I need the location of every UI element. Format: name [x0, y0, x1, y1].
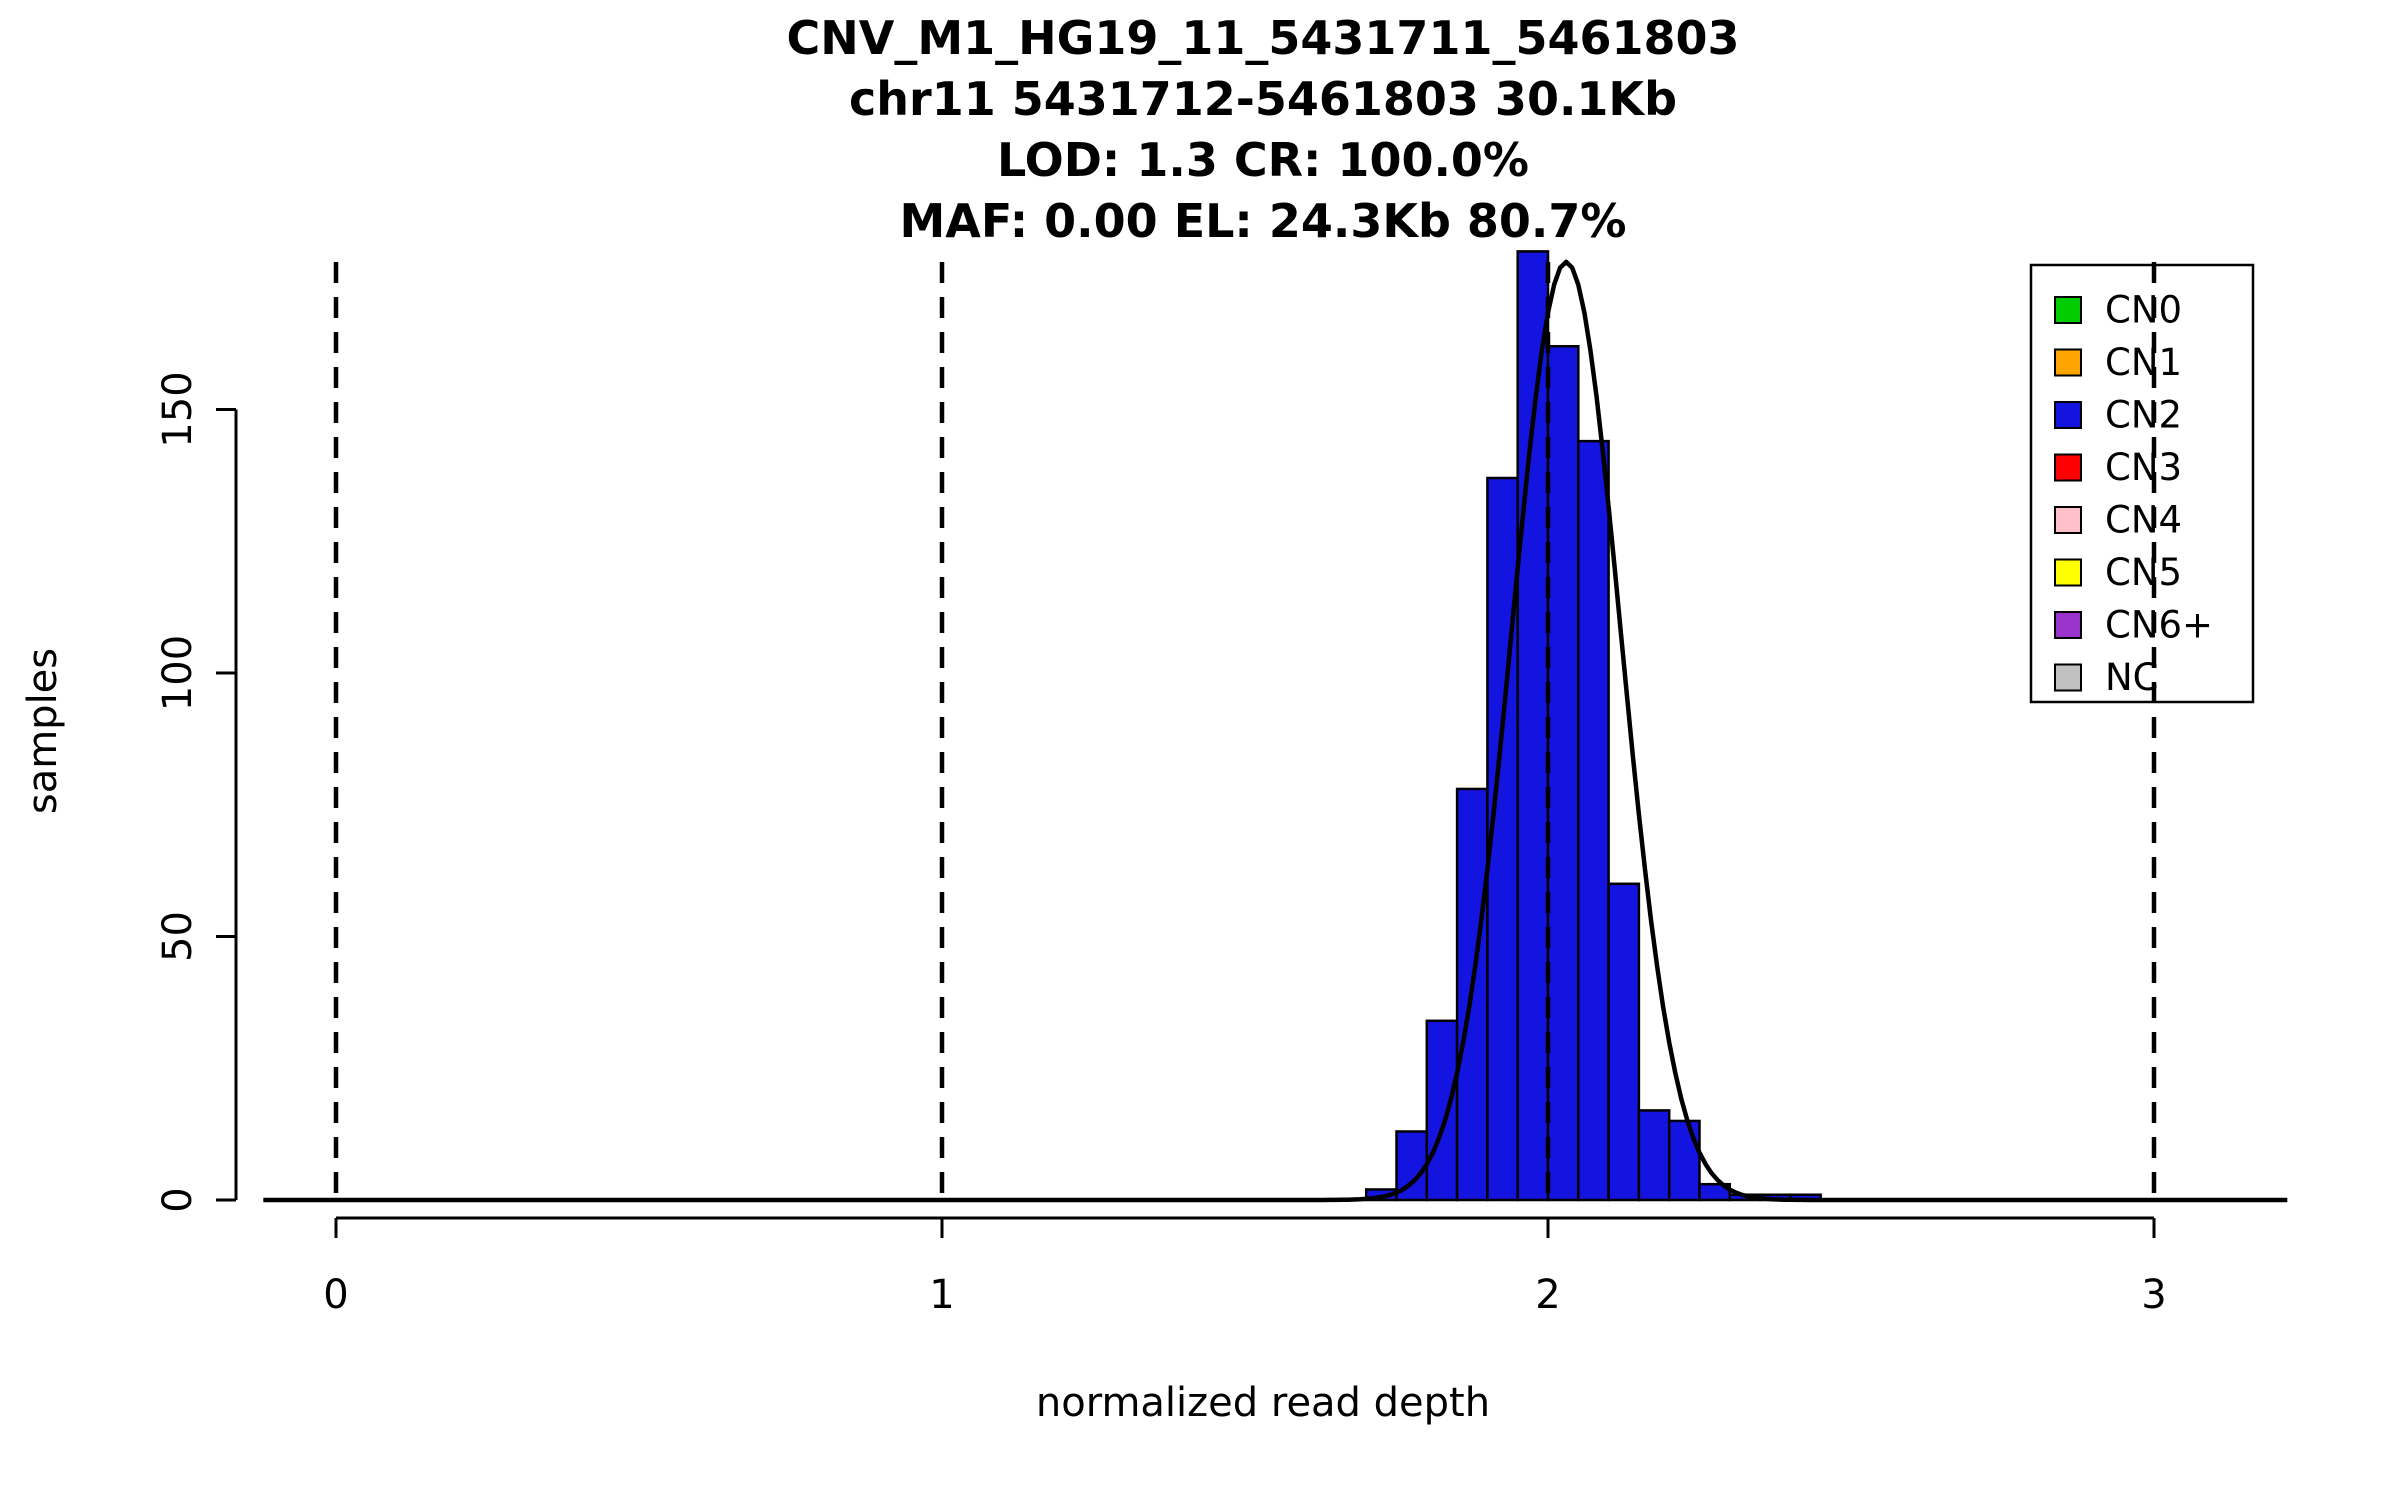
plot-title-line-1: CNV_M1_HG19_11_5431711_5461803: [786, 11, 1740, 65]
legend-label-cn3: CN3: [2105, 446, 2182, 489]
y-axis-title: samples: [20, 647, 66, 815]
y-tick-label: 50: [155, 911, 201, 962]
legend-swatch-cn1: [2054, 348, 2082, 377]
histogram-bar: [1667, 1119, 1701, 1202]
legend-label-cn2: CN2: [2105, 394, 2182, 437]
x-tick-label: 0: [323, 1272, 348, 1318]
plot-title-line-2: chr11 5431712-5461803 30.1Kb: [849, 72, 1677, 126]
histogram-bar: [1425, 1019, 1459, 1202]
plot-title-block: CNV_M1_HG19_11_5431711_5461803 chr11 543…: [236, 8, 2290, 252]
y-tick-label: 100: [155, 635, 201, 711]
density-curve: [263, 259, 2288, 1203]
histogram-bar: [1577, 439, 1610, 1202]
legend-swatch-cn0: [2054, 296, 2082, 324]
x-axis-title: normalized read depth: [1035, 1380, 1491, 1426]
legend-label-cn0: CN0: [2105, 289, 2182, 332]
legend-swatch-cn3: [2054, 453, 2082, 482]
legend-swatch-cn4: [2054, 506, 2082, 534]
x-tick-label: 1: [929, 1272, 954, 1318]
x-tick-label: 3: [2141, 1272, 2166, 1318]
legend-label-cn4: CN4: [2105, 499, 2182, 542]
legend-swatch-nc: [2054, 663, 2082, 692]
histogram-bar: [1516, 250, 1550, 1202]
plot-title-line-3: LOD: 1.3 CR: 100.0%: [996, 133, 1530, 187]
legend-swatch-cn2: [2054, 401, 2082, 429]
legend-swatch-cn6+: [2054, 611, 2082, 639]
legend-label-cn1: CN1: [2105, 341, 2182, 384]
legend-label-nc: NC: [2105, 656, 2159, 699]
legend-label-cn5: CN5: [2105, 551, 2182, 594]
histogram-bar: [1607, 882, 1641, 1202]
plot-title-line-4: MAF: 0.00 EL: 24.3Kb 80.7%: [899, 194, 1627, 248]
histogram-bar: [1637, 1109, 1671, 1202]
x-tick-label: 2: [1535, 1272, 1560, 1318]
y-tick-label: 0: [155, 1187, 201, 1212]
y-tick-label: 150: [155, 371, 201, 447]
legend-label-cn6+: CN6+: [2105, 604, 2213, 647]
legend-swatch-cn5: [2054, 558, 2082, 587]
histogram-bar: [1546, 345, 1580, 1202]
